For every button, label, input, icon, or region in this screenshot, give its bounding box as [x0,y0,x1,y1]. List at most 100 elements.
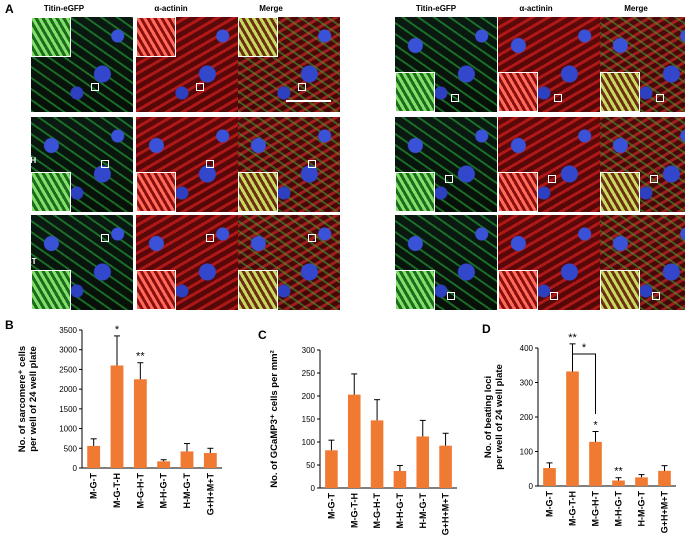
left-tile-merge-row3 [238,215,340,310]
zoom-inset [395,172,435,212]
y-tick-label: 200 [302,392,316,401]
x-tick-label: M-H-G-T [395,493,405,529]
y-tick-label: 3000 [59,346,77,355]
y-tick-label: 300 [302,346,316,355]
chart-d: 0 100 200 300 400 No. of beating lociper well… [483,332,676,534]
x-tick-label: G+H+M+T [660,491,670,534]
x-tick-label: H-M-G-T [418,493,428,529]
x-tick-label: M-G-T-H [568,491,578,526]
y-tick-label: 0 [311,484,316,493]
significance-star: * [115,324,120,336]
zoom-inset [31,270,71,310]
roi-box [206,234,214,242]
zoom-inset [498,172,538,212]
bar [589,441,602,486]
roi-box [308,160,316,168]
y-tick-label: 0 [73,464,78,473]
left-tile-actinin-row2 [136,117,238,212]
bar [157,461,171,468]
roi-box [447,292,455,300]
zoom-inset [498,72,538,112]
roi-box [298,83,306,91]
x-tick-label: G+H+M+T [205,473,215,516]
y-tick-label: 100 [520,448,534,457]
bar [439,445,452,488]
roi-box [652,292,660,300]
x-tick-label: H-M-G-T [182,473,192,509]
bar [133,379,147,468]
y-axis-label: No. of beating lociper well of 24 well p… [483,364,505,470]
left-tile-titin-row1 [31,17,133,112]
roi-box [196,83,204,91]
chart-b: 0 500 1000 1500 2000 2500 3000 3500 No. of sarco… [17,324,222,516]
significance-star: ** [568,332,577,344]
left-tile-titin-row3 [31,215,133,310]
left-tile-merge-row1 [238,17,340,112]
y-axis-label-line: per well of 24 well plate [494,364,505,470]
bar [180,451,194,468]
scale-bar [286,100,331,102]
x-tick-label: M-G-T-H [349,493,359,528]
roi-box [101,160,109,168]
right-tile-merge-row1 [600,17,685,112]
y-tick-label: 300 [520,379,534,388]
row-label-mgth: M-G-T-H [5,156,37,165]
y-axis-label-line: No. of GCaMP3⁺ cells per mm² [269,350,280,488]
significance-star: ** [614,466,623,478]
y-tick-label: 250 [302,369,316,378]
y-tick-label: 3500 [59,326,77,335]
zoom-inset [498,270,538,310]
zoom-inset [600,72,640,112]
y-tick-label: 2000 [59,385,77,394]
zoom-inset [238,270,278,310]
zoom-inset [238,172,278,212]
x-tick-label: M-G-H-T [591,491,601,527]
y-tick-label: 500 [64,444,78,453]
roi-box [550,292,558,300]
zoom-inset [600,270,640,310]
x-tick-label: M-G-H-T [135,473,145,509]
y-axis-label-line: per well of 24 well plate [28,346,39,452]
bracket-star: * [582,342,587,354]
right-tile-actinin-row3 [498,215,600,310]
header-actinin-right: α-actinin [519,4,553,13]
right-tile-titin-row3 [395,215,497,310]
zoom-inset [31,17,71,57]
zoom-inset [238,17,278,57]
right-tile-merge-row2 [600,117,685,212]
zoom-inset [600,172,640,212]
header-actinin-left: α-actinin [154,4,188,13]
roi-box [206,160,214,168]
right-tile-merge-row3 [600,215,685,310]
y-axis-label-line: No. of beating loci [483,376,494,458]
left-tile-merge-row2 [238,117,340,212]
header-titin-left: Titin-eGFP [43,4,85,13]
panel-label-b: B [5,318,14,332]
y-tick-label: 2500 [59,365,77,374]
header-merge-right: Merge [624,4,648,13]
chart-c: 0 50 100 150 200 250 300 No. of GCaMP3⁺ cells p… [269,346,457,536]
zoom-inset [395,72,435,112]
roi-box [101,234,109,242]
significance-star: ** [136,351,145,363]
y-axis-label: No. of GCaMP3⁺ cells per mm² [269,350,280,488]
x-tick-label: M-G-T [326,493,336,519]
x-tick-label: M-G-H-T [372,493,382,529]
left-tile-actinin-row3 [136,215,238,310]
x-tick-label: G+H+M+T [441,493,451,536]
x-tick-label: M-G-T-H [112,473,122,508]
roi-box [548,175,556,183]
panel-label-c: C [258,328,267,342]
x-tick-label: M-G-T [89,473,99,499]
y-tick-label: 400 [520,344,534,353]
row-label-hmgt: H-M-G-T [350,157,382,166]
left-tile-actinin-row1 [136,17,238,112]
bar [370,420,384,488]
y-tick-label: 200 [520,413,534,422]
bar [325,450,338,488]
bar [566,371,579,486]
roi-box [308,234,316,242]
y-tick-label: 100 [302,438,316,447]
y-tick-label: 150 [302,415,316,424]
